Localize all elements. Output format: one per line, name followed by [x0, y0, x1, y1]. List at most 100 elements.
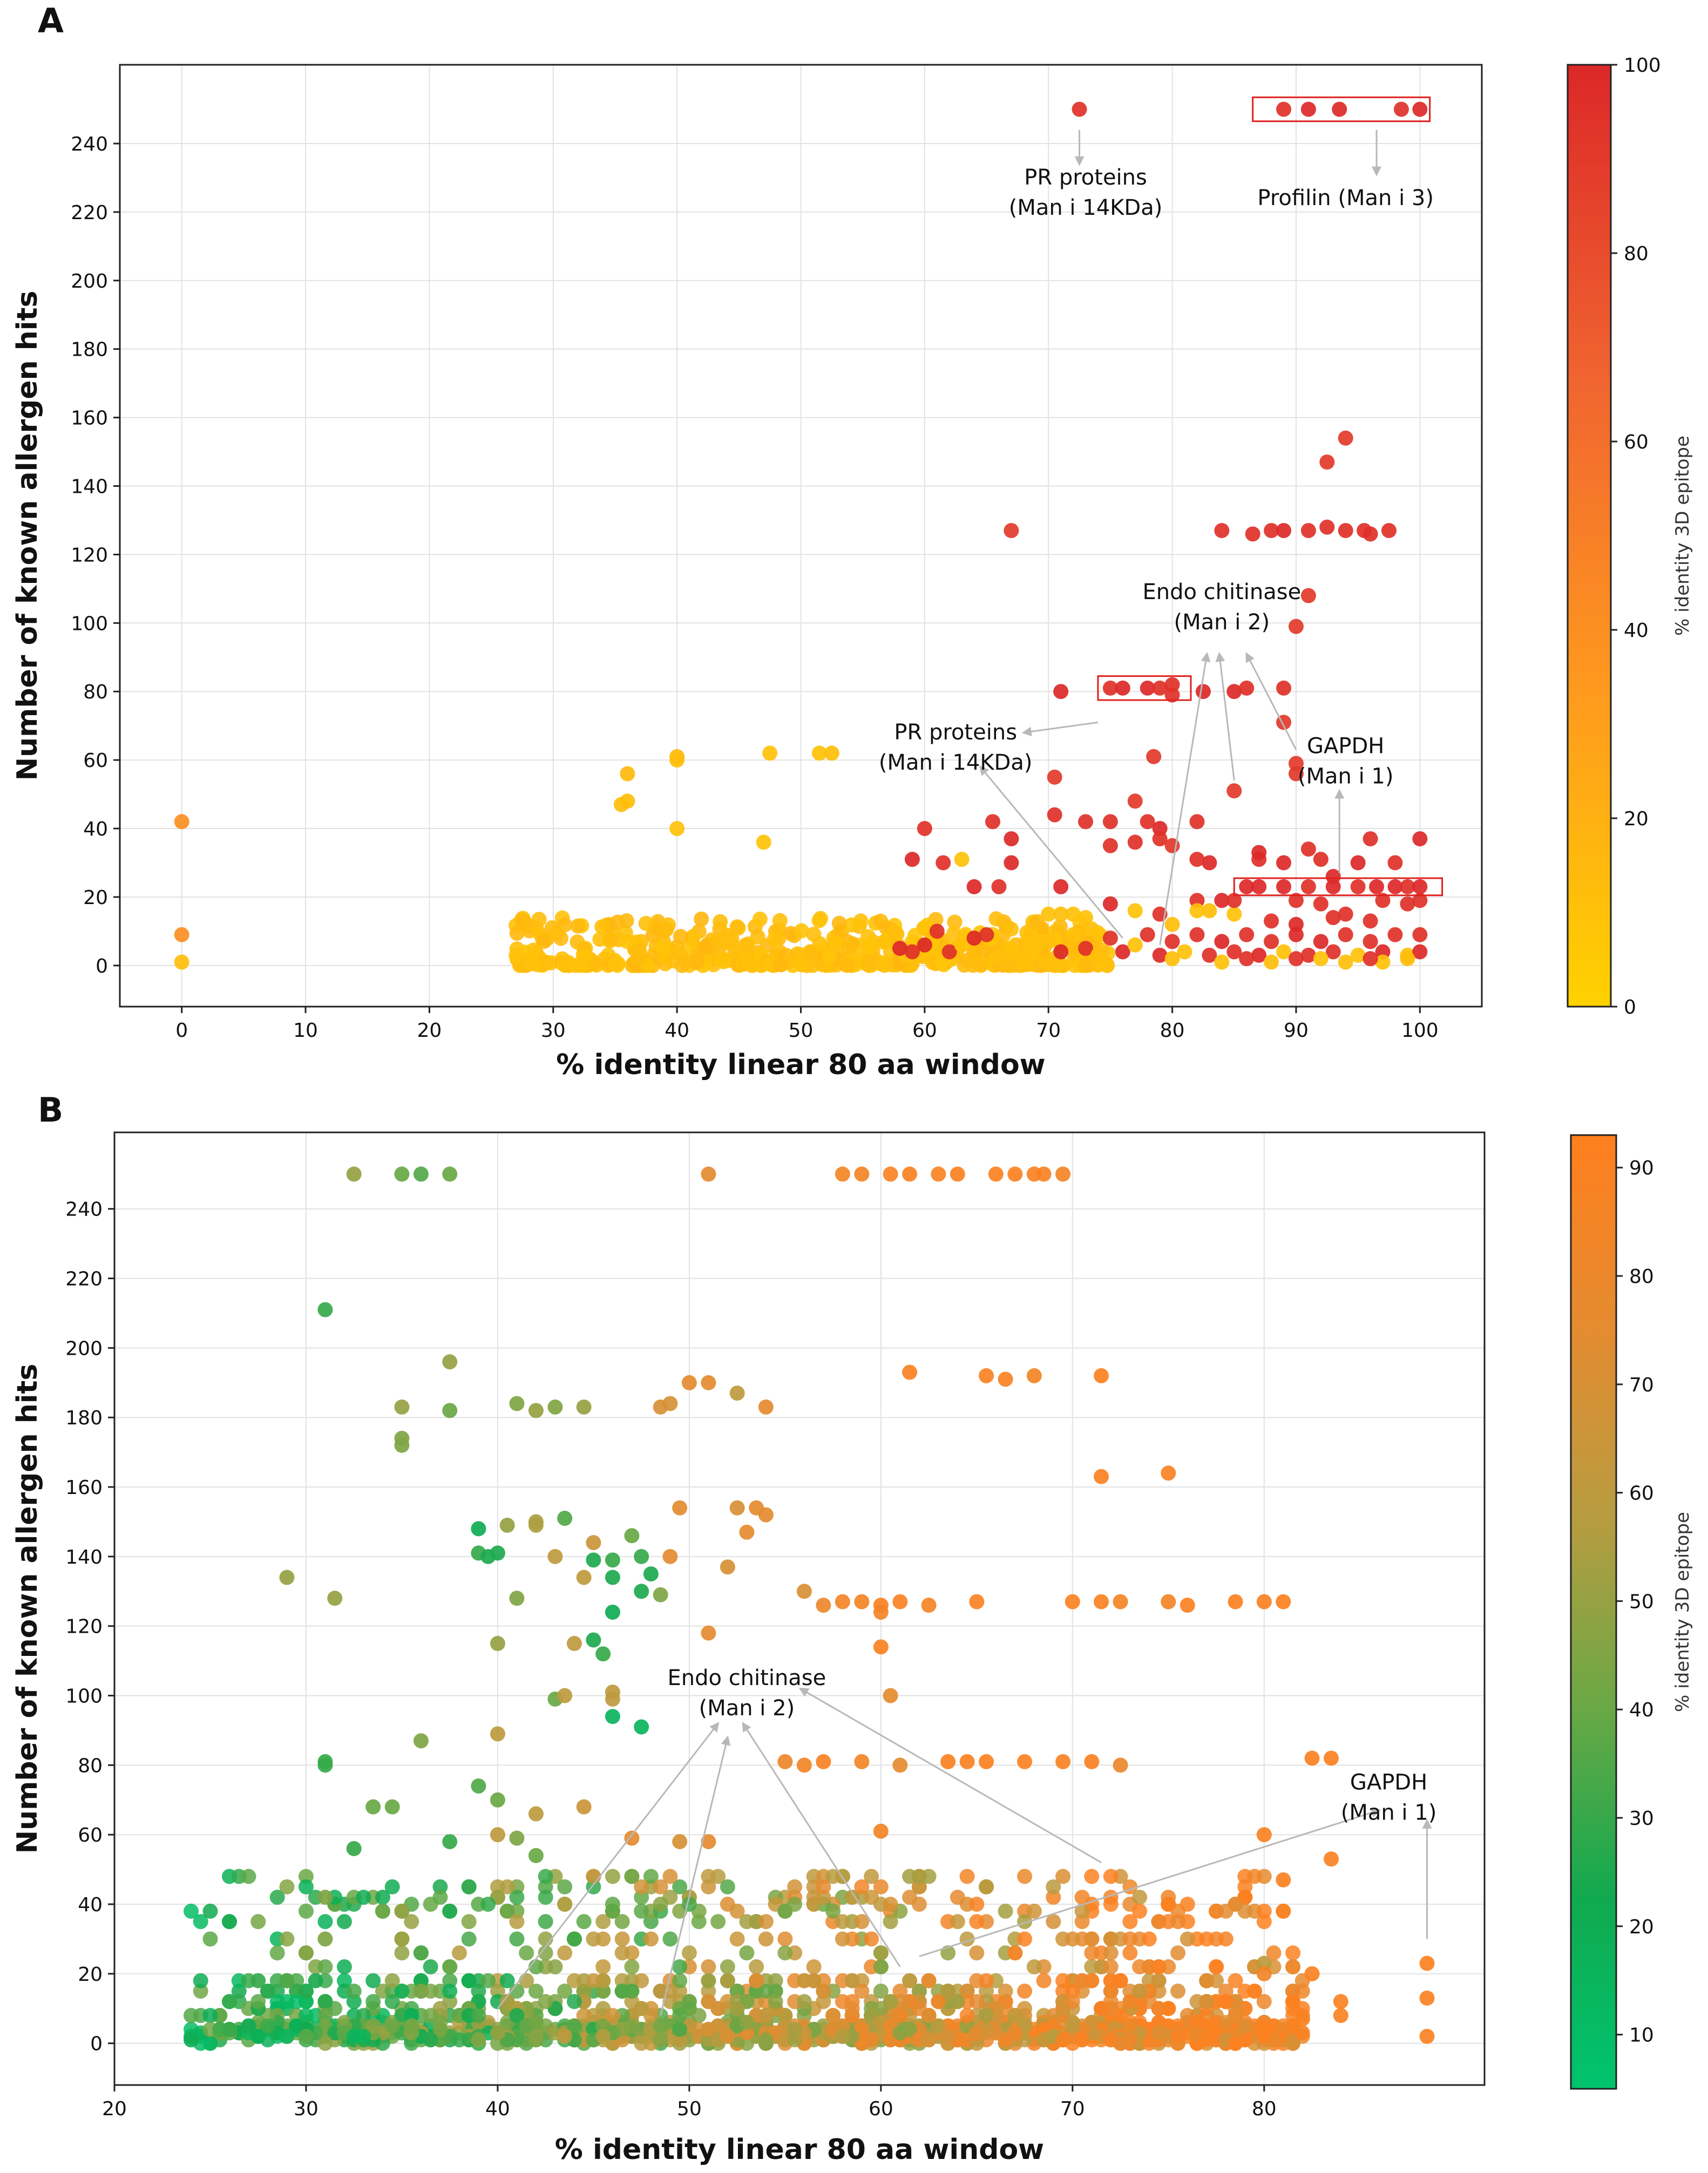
annotation-label: PR proteins (Man i 14KDa)	[879, 720, 1033, 775]
data-point	[1285, 1994, 1301, 2009]
data-point	[1127, 793, 1143, 809]
data-point	[1195, 684, 1211, 700]
data-point	[911, 1984, 927, 1999]
data-point	[643, 1869, 659, 1884]
data-point	[929, 923, 945, 939]
data-point	[921, 2032, 937, 2048]
data-point	[979, 927, 994, 942]
data-point	[1140, 680, 1155, 696]
data-point	[1412, 893, 1428, 908]
data-point	[1189, 814, 1205, 830]
data-point	[758, 1914, 774, 1930]
data-point	[902, 1166, 918, 1182]
data-point	[1400, 879, 1415, 894]
data-point	[991, 947, 1007, 963]
data-point	[979, 2008, 994, 2023]
data-point	[672, 2008, 688, 2023]
data-point	[1324, 1851, 1339, 1867]
data-point	[317, 1931, 333, 1947]
data-point	[1245, 526, 1260, 542]
data-point	[221, 2021, 237, 2037]
data-point	[1046, 1890, 1061, 1905]
data-point	[902, 1364, 918, 1380]
data-point	[384, 1799, 400, 1815]
data-point	[346, 2028, 362, 2044]
data-point	[1053, 684, 1069, 700]
data-point	[461, 1914, 477, 1930]
data-point	[1055, 1973, 1071, 1988]
data-point	[1338, 954, 1353, 970]
data-point	[614, 1945, 630, 1961]
x-tick-label: 20	[102, 2098, 127, 2120]
data-point	[1017, 1754, 1033, 1769]
data-point	[1053, 879, 1069, 894]
data-point	[404, 1914, 419, 1930]
data-point	[1041, 934, 1056, 949]
data-point	[864, 1931, 879, 1947]
data-point	[805, 958, 821, 973]
data-point	[758, 2032, 774, 2048]
data-point	[365, 1799, 381, 1815]
data-point	[883, 1688, 898, 1703]
data-point	[1300, 841, 1316, 857]
x-tick-label: 80	[1252, 2098, 1277, 2120]
data-point	[576, 1399, 592, 1415]
data-point	[921, 2008, 937, 2023]
data-point	[959, 1754, 975, 1769]
data-point	[1053, 944, 1069, 960]
data-point	[1226, 944, 1242, 960]
data-point	[471, 2032, 486, 2048]
data-point	[701, 1994, 716, 2009]
data-point	[613, 797, 629, 812]
data-point	[1218, 1994, 1233, 2009]
y-axis-label: Number of known allergen hits	[11, 291, 44, 781]
data-point	[1239, 680, 1255, 696]
data-point	[1066, 906, 1081, 922]
data-point	[1103, 1931, 1119, 1947]
data-point	[710, 1914, 726, 1930]
x-tick-label: 70	[1060, 2098, 1085, 2120]
annotation-arrow	[1159, 651, 1211, 946]
data-point	[969, 1994, 985, 2009]
data-point	[576, 1914, 592, 1930]
annotation-label: GAPDH (Man i 1)	[1298, 734, 1394, 789]
data-point	[1237, 1903, 1253, 1919]
colorbar-tick-label: 90	[1629, 1157, 1654, 1179]
data-point	[1072, 101, 1087, 117]
data-point	[1226, 783, 1242, 799]
data-point	[605, 1691, 620, 1707]
data-point	[902, 1890, 918, 1905]
data-point	[1026, 1368, 1042, 1383]
data-point	[1004, 522, 1019, 538]
data-point	[979, 1984, 994, 1999]
data-point	[1084, 1931, 1100, 1947]
data-point	[442, 1403, 458, 1418]
data-point	[653, 1897, 668, 1912]
data-point	[697, 940, 713, 955]
y-tick-label: 200	[71, 270, 108, 293]
data-point	[298, 1879, 314, 1894]
data-point	[1141, 1931, 1157, 1947]
data-point	[1325, 910, 1341, 926]
data-point	[1228, 2035, 1243, 2051]
data-point	[269, 1890, 285, 1905]
data-point	[1084, 1754, 1100, 1769]
data-point	[1325, 944, 1341, 960]
data-point	[1363, 951, 1378, 967]
data-point	[432, 2021, 448, 2037]
data-point	[586, 1973, 601, 1988]
data-point	[174, 814, 189, 830]
data-point	[471, 1984, 486, 1999]
data-point	[423, 2008, 438, 2023]
data-point	[777, 1754, 793, 1769]
data-point	[739, 2015, 755, 2031]
data-point	[762, 745, 778, 761]
data-point	[1065, 2018, 1080, 2034]
data-point	[1363, 526, 1378, 542]
y-tick-label: 220	[65, 1268, 103, 1291]
data-point	[835, 1914, 850, 1930]
data-point	[720, 1973, 735, 1988]
data-point	[1132, 1903, 1148, 1919]
data-point	[1151, 2015, 1167, 2031]
data-point	[317, 1994, 333, 2009]
